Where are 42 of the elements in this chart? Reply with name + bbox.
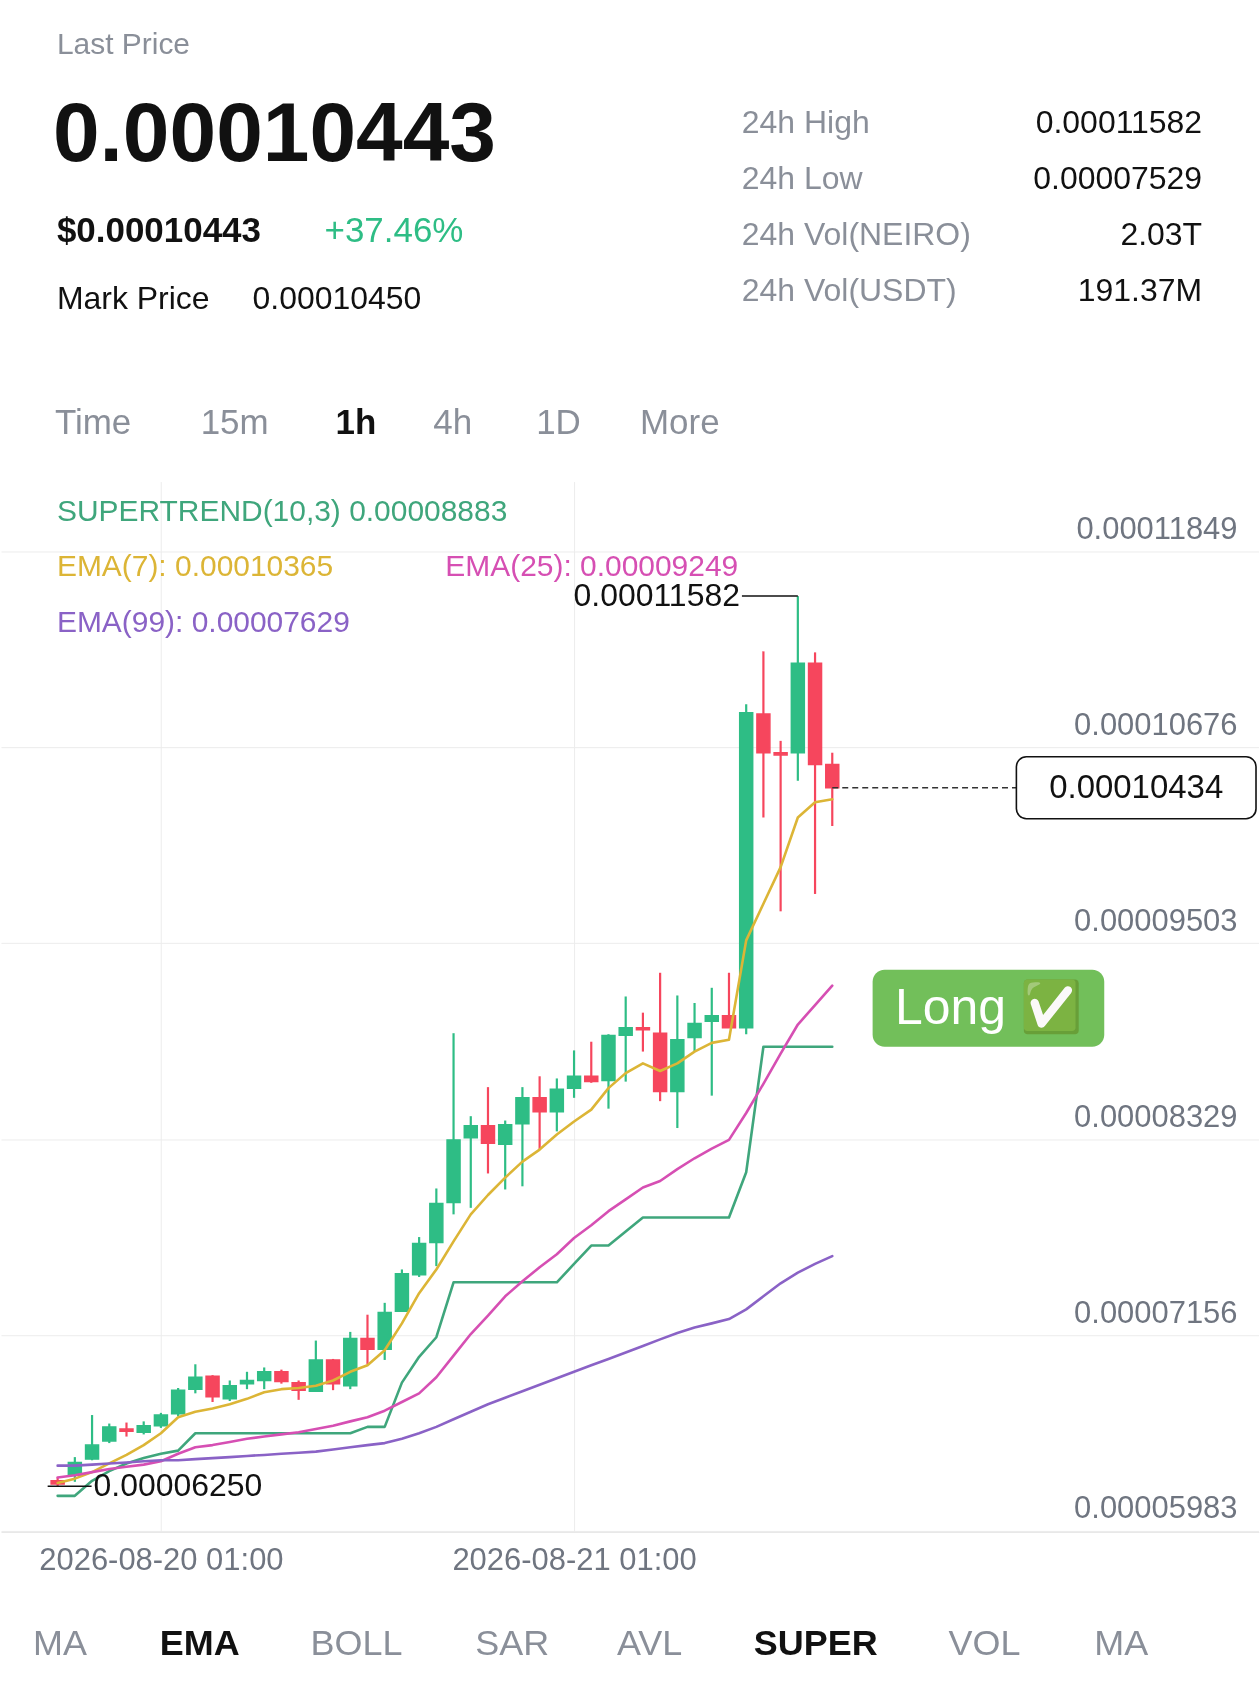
text: 0.00007529 — [1033, 160, 1203, 197]
text: 0.00011582 — [1035, 104, 1203, 141]
text: More — [639, 401, 720, 441]
text: VOL — [948, 1621, 1021, 1663]
text: SAR — [475, 1621, 550, 1663]
text: EMA(99): 0.00007629 — [56, 605, 350, 639]
text: EMA — [159, 1621, 240, 1663]
y-tick-label: 0.00011849 — [1076, 511, 1238, 547]
y-tick-label: 0.00009503 — [1074, 902, 1238, 938]
text: 191.37M — [1077, 271, 1203, 308]
text: SUPERTREND(10,3) 0.00008883 — [56, 493, 508, 527]
y-tick-label: 0.00010676 — [1074, 706, 1238, 742]
x-tick-label: 2026-08-20 01:00 — [39, 1542, 284, 1578]
text: 0.00010450 — [252, 279, 422, 316]
y-tick-label: 0.00008329 — [1074, 1098, 1238, 1134]
text: 4h — [433, 401, 473, 441]
y-tick-label: 0.00005983 — [1074, 1490, 1238, 1526]
text: 24h Low — [741, 160, 864, 197]
text: SUPER — [753, 1621, 878, 1663]
x-tick-label: 2026-08-21 01:00 — [452, 1542, 697, 1578]
text: 0.00010443 — [52, 85, 496, 180]
text: 2.03T — [1120, 215, 1203, 252]
text: MA — [32, 1621, 87, 1663]
text: AVL — [617, 1621, 683, 1663]
text: 24h High — [741, 104, 870, 141]
text: Mark Price — [56, 279, 210, 316]
text: 1h — [335, 401, 377, 441]
text: 1D — [536, 401, 581, 441]
text: 24h Vol(NEIRO) — [741, 215, 971, 252]
text: BOLL — [310, 1621, 403, 1663]
text: $0.00010443 — [56, 209, 261, 249]
text: Time — [54, 401, 132, 441]
text: Last Price — [56, 27, 191, 61]
y-tick-label: 0.00007156 — [1074, 1294, 1238, 1330]
annotation: 0.00006250 — [93, 1467, 263, 1504]
ref-line-label: 0.00010434 — [1049, 767, 1224, 805]
text: 24h Vol(USDT) — [741, 271, 957, 308]
text: EMA(7): 0.00010365 — [56, 549, 334, 583]
text: +37.46% — [324, 209, 464, 249]
text: MA — [1094, 1621, 1149, 1663]
annotation: Long ✅ — [894, 977, 1082, 1035]
text: 15m — [200, 401, 269, 441]
